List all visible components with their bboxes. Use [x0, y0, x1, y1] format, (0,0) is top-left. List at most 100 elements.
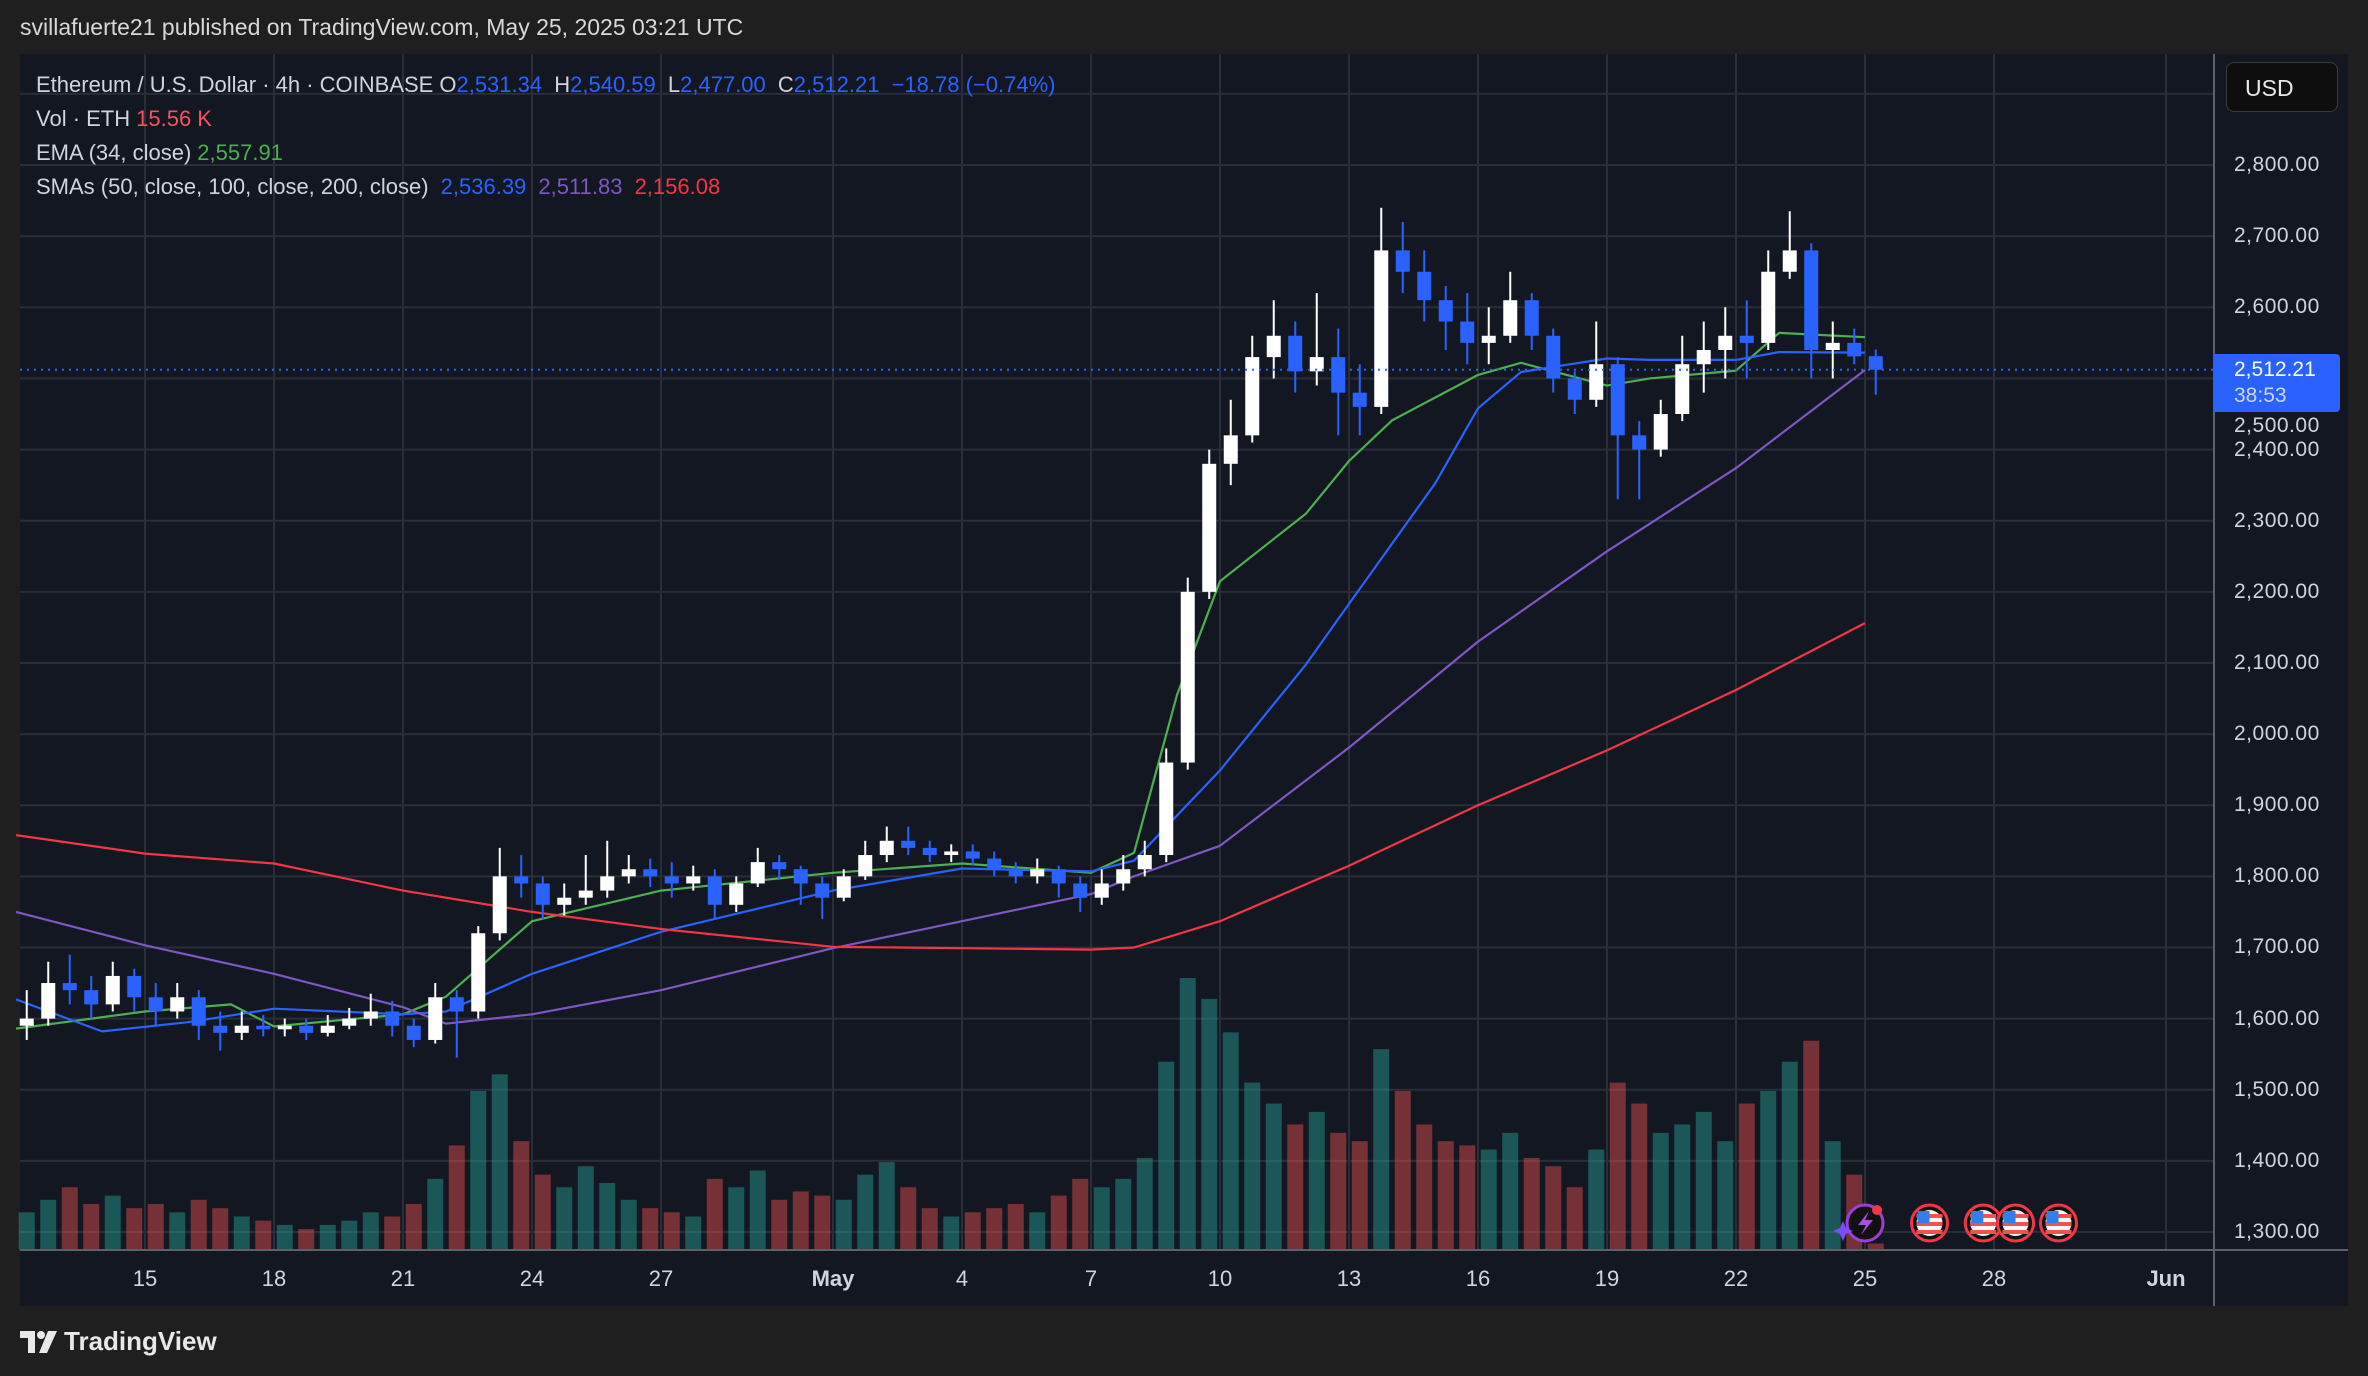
close-value: 2,512.21	[793, 72, 880, 97]
candle-body	[1847, 342, 1862, 357]
candle	[1825, 321, 1840, 379]
brand-name: TradingView	[64, 1326, 217, 1356]
candle-body	[1868, 356, 1883, 370]
candle	[256, 1015, 271, 1037]
candle-body	[1266, 335, 1281, 358]
time-tick-label: 13	[1336, 1266, 1362, 1291]
candle	[643, 858, 658, 888]
candle-body	[1202, 463, 1217, 592]
volume-bar	[771, 1199, 788, 1250]
volume-bar	[1631, 1103, 1648, 1250]
volume-bar	[1609, 1082, 1626, 1250]
volume-bar	[1695, 1111, 1712, 1250]
price-tick-label: 1,800.00	[2234, 864, 2320, 888]
time-tick-label: 21	[390, 1266, 416, 1291]
volume-bar	[620, 1199, 637, 1250]
flag-canton	[1917, 1211, 1930, 1223]
candle-body	[213, 1025, 228, 1033]
price-tick-label: 2,800.00	[2234, 153, 2320, 177]
candle-body	[428, 997, 443, 1040]
price-tick-label: 2,400.00	[2234, 437, 2320, 461]
events	[1833, 1203, 2078, 1243]
volume-bars	[18, 978, 1884, 1250]
candle-body	[1718, 335, 1733, 350]
tradingview-logo[interactable]: TradingView	[20, 1326, 217, 1357]
candle-body	[84, 990, 99, 1005]
candle-body	[772, 862, 787, 870]
candle-body	[1460, 321, 1475, 343]
candle	[793, 865, 808, 905]
volume-bar	[1480, 1149, 1497, 1250]
volume-bar	[233, 1216, 250, 1250]
candle	[1438, 285, 1453, 350]
candle-body	[729, 883, 744, 905]
candle-body	[1567, 378, 1582, 400]
us-flag-icon	[2039, 1203, 2078, 1243]
price-tick-label: 2,000.00	[2234, 722, 2320, 746]
volume-bar	[341, 1220, 358, 1250]
candle-body	[234, 1025, 249, 1033]
time-tick-label: 28	[1981, 1266, 2007, 1291]
legend-volume-row[interactable]: Vol · ETH 15.56 K	[36, 106, 218, 132]
candle	[84, 975, 99, 1019]
candle-body	[19, 1018, 34, 1026]
candle-body	[836, 876, 851, 898]
volume-bar	[728, 1187, 745, 1250]
candle	[1524, 293, 1539, 350]
candle-body	[535, 883, 550, 905]
candle-body	[686, 876, 701, 884]
symbol-title[interactable]: Ethereum / U.S. Dollar · 4h · COINBASE	[36, 72, 434, 97]
candle-body	[449, 997, 464, 1012]
price-tick-label: 1,500.00	[2234, 1077, 2320, 1101]
flag-stripe	[2002, 1230, 2029, 1234]
volume-bar	[986, 1208, 1003, 1250]
volume-bar	[1179, 978, 1196, 1250]
moving-averages	[15, 331, 1866, 1033]
candle-body	[1524, 300, 1539, 336]
candle	[965, 844, 980, 866]
candle	[1847, 328, 1862, 365]
volume-bar	[1566, 1187, 1583, 1250]
candle-body	[1503, 300, 1518, 336]
flag-canton	[2003, 1211, 2016, 1223]
lightning-icon	[1833, 1203, 1885, 1243]
volume-bar	[749, 1170, 766, 1250]
candle	[664, 862, 679, 898]
candle	[385, 1000, 400, 1037]
candle	[449, 990, 464, 1058]
currency-button[interactable]: USD	[2226, 62, 2338, 112]
volume-bar	[104, 1195, 121, 1250]
volume-bar	[663, 1212, 680, 1250]
volume-bar	[642, 1208, 659, 1250]
candle	[213, 1011, 228, 1051]
candle-body	[1137, 855, 1152, 870]
candle	[1202, 449, 1217, 599]
candle-body	[1331, 357, 1346, 393]
flag-stripe	[2045, 1222, 2072, 1226]
bar-countdown: 38:53	[2234, 383, 2287, 407]
candle	[922, 840, 937, 863]
volume-bar	[491, 1074, 508, 1250]
candle	[1718, 307, 1733, 379]
candle	[514, 855, 529, 898]
volume-value: 15.56 K	[136, 106, 212, 131]
flag-canton	[1971, 1211, 1984, 1223]
candle-body	[664, 876, 679, 884]
volume-bar	[685, 1216, 702, 1250]
candle-body	[385, 1011, 400, 1026]
candle-body	[578, 890, 593, 898]
price-tick-label: 2,300.00	[2234, 508, 2320, 532]
volume-bar	[169, 1212, 186, 1250]
candle-body	[1245, 357, 1260, 436]
candle	[127, 968, 142, 1012]
candle	[1653, 399, 1668, 457]
candle	[1696, 321, 1711, 393]
candle	[1589, 321, 1604, 407]
legend-ema-row[interactable]: EMA (34, close) 2,557.91	[36, 140, 289, 166]
candle-body	[1825, 342, 1840, 350]
candle	[772, 855, 787, 880]
legend-sma-row[interactable]: SMAs (50, close, 100, close, 200, close)…	[36, 174, 726, 200]
candle-body	[471, 933, 486, 1012]
volume-bar	[964, 1212, 981, 1250]
